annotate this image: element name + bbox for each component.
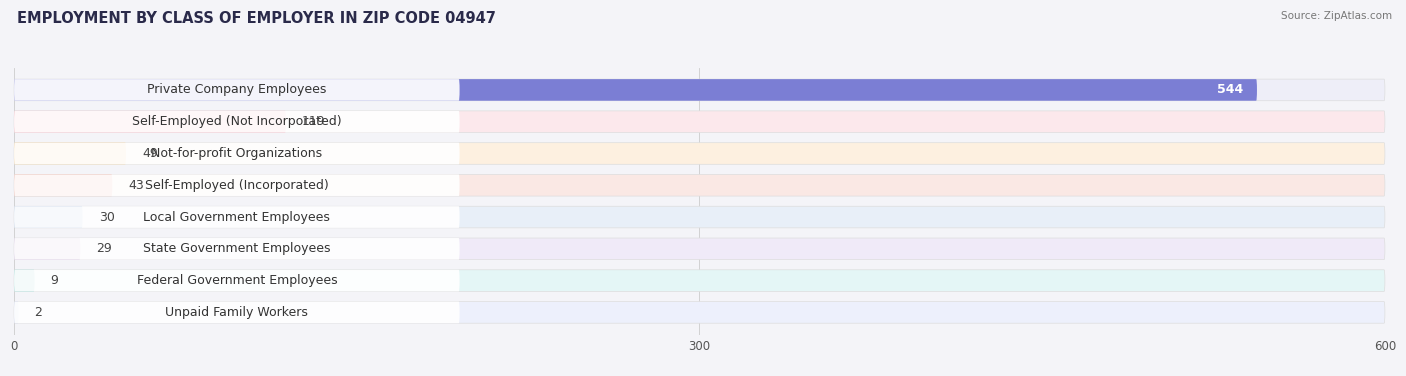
Text: 49: 49 <box>142 147 157 160</box>
FancyBboxPatch shape <box>14 270 1385 291</box>
FancyBboxPatch shape <box>14 111 1385 132</box>
FancyBboxPatch shape <box>14 143 127 164</box>
FancyBboxPatch shape <box>14 238 1385 260</box>
FancyBboxPatch shape <box>14 302 18 323</box>
Text: Local Government Employees: Local Government Employees <box>143 211 330 224</box>
Text: Self-Employed (Incorporated): Self-Employed (Incorporated) <box>145 179 329 192</box>
Text: Self-Employed (Not Incorporated): Self-Employed (Not Incorporated) <box>132 115 342 128</box>
Text: Federal Government Employees: Federal Government Employees <box>136 274 337 287</box>
Text: 119: 119 <box>302 115 326 128</box>
FancyBboxPatch shape <box>14 111 285 132</box>
Text: Unpaid Family Workers: Unpaid Family Workers <box>166 306 308 319</box>
Text: 29: 29 <box>96 242 112 255</box>
FancyBboxPatch shape <box>14 143 1385 164</box>
FancyBboxPatch shape <box>14 206 83 228</box>
Text: EMPLOYMENT BY CLASS OF EMPLOYER IN ZIP CODE 04947: EMPLOYMENT BY CLASS OF EMPLOYER IN ZIP C… <box>17 11 496 26</box>
FancyBboxPatch shape <box>14 270 35 291</box>
Text: 2: 2 <box>35 306 42 319</box>
FancyBboxPatch shape <box>14 238 80 260</box>
FancyBboxPatch shape <box>14 206 1385 228</box>
Text: 544: 544 <box>1218 83 1243 96</box>
Text: 9: 9 <box>51 274 59 287</box>
FancyBboxPatch shape <box>14 174 1385 196</box>
FancyBboxPatch shape <box>14 111 460 132</box>
FancyBboxPatch shape <box>14 79 1385 101</box>
FancyBboxPatch shape <box>14 79 1257 101</box>
Text: State Government Employees: State Government Employees <box>143 242 330 255</box>
FancyBboxPatch shape <box>14 302 460 323</box>
Text: 43: 43 <box>128 179 143 192</box>
FancyBboxPatch shape <box>14 206 460 228</box>
FancyBboxPatch shape <box>14 174 460 196</box>
FancyBboxPatch shape <box>14 174 112 196</box>
FancyBboxPatch shape <box>14 238 460 260</box>
FancyBboxPatch shape <box>14 143 460 164</box>
Text: Not-for-profit Organizations: Not-for-profit Organizations <box>152 147 322 160</box>
FancyBboxPatch shape <box>14 302 1385 323</box>
Text: Private Company Employees: Private Company Employees <box>148 83 326 96</box>
Text: Source: ZipAtlas.com: Source: ZipAtlas.com <box>1281 11 1392 21</box>
FancyBboxPatch shape <box>14 79 460 101</box>
FancyBboxPatch shape <box>14 270 460 291</box>
Text: 30: 30 <box>98 211 114 224</box>
